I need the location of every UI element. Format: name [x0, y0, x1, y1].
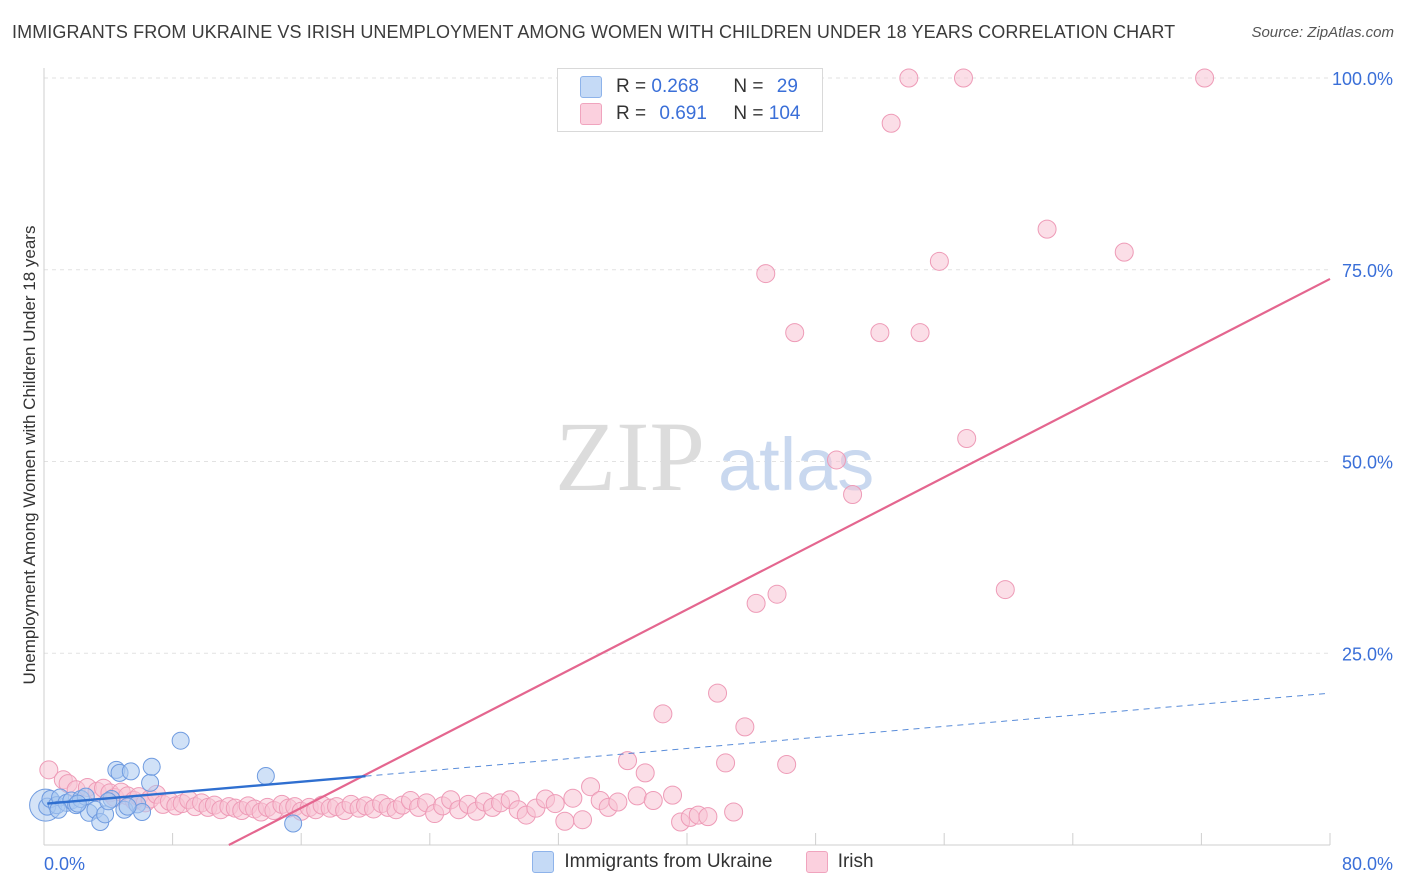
irish-point: [653, 704, 673, 724]
n-label: N =: [733, 76, 764, 97]
ukraine-point: [284, 814, 303, 833]
irish-point: [843, 484, 863, 504]
irish-point: [716, 753, 736, 773]
irish-point: [826, 450, 846, 470]
irish-point: [1114, 242, 1134, 262]
irish-point: [1195, 68, 1215, 88]
r-label: R =: [616, 103, 647, 124]
irish-point: [953, 68, 973, 88]
trend-lines: [47, 277, 1331, 846]
x-tick-label: 80.0%: [1342, 854, 1393, 874]
irish-point: [735, 717, 755, 737]
irish-point: [608, 792, 628, 812]
ukraine-point: [99, 792, 118, 811]
ukraine-point: [141, 773, 160, 792]
r-label: R =: [616, 76, 647, 97]
ukraine-point: [171, 731, 190, 750]
series-legend: Immigrants from Ukraine Irish: [0, 851, 1406, 879]
irish-point: [708, 683, 728, 703]
irish-point: [1037, 219, 1057, 239]
chart-title: IMMIGRANTS FROM UKRAINE VS IRISH UNEMPLO…: [12, 22, 1176, 42]
ukraine-swatch: [580, 76, 602, 98]
irish-swatch: [580, 103, 602, 125]
legend-label-ukraine: Immigrants from Ukraine: [564, 851, 773, 872]
irish-point: [767, 584, 787, 604]
irish-point: [910, 323, 930, 343]
irish-point: [39, 760, 59, 780]
source-label: Source: ZipAtlas.com: [1251, 24, 1394, 41]
ukraine-trend-line: [47, 774, 366, 805]
irish-point: [555, 811, 575, 831]
ukraine-point: [256, 766, 275, 785]
irish-point: [627, 786, 647, 806]
watermark: ZIP atlas: [555, 401, 874, 512]
ukraine-point: [142, 757, 161, 776]
irish-point: [746, 593, 766, 613]
irish-point: [777, 754, 797, 774]
irish-point: [563, 788, 583, 808]
irish-point: [995, 580, 1015, 600]
ukraine-trend-extension: [365, 692, 1331, 777]
legend-item-ukraine[interactable]: Immigrants from Ukraine: [532, 851, 772, 873]
r-value: 0.691: [659, 103, 707, 124]
irish-point: [618, 751, 638, 771]
y-tick-label: 50.0%: [1342, 453, 1393, 473]
irish-point: [929, 251, 949, 271]
ukraine-point: [118, 797, 137, 816]
ukraine-swatch: [532, 851, 555, 873]
irish-point: [899, 68, 919, 88]
watermark-zip: ZIP: [555, 401, 705, 512]
irish-point: [785, 323, 805, 343]
irish-point: [545, 794, 565, 814]
y-tick-label: 25.0%: [1342, 644, 1393, 664]
axis-ticks: 25.0% 50.0% 75.0% 100.0% 0.0% 80.0%: [44, 69, 1393, 874]
irish-point: [698, 807, 718, 827]
irish-point: [643, 791, 663, 811]
irish-points: [39, 68, 1215, 832]
legend-row-irish: R = 0.691 N = 104: [580, 101, 800, 127]
legend-label-irish: Irish: [837, 851, 874, 872]
legend-row-ukraine: R = 0.268 N = 29: [580, 74, 798, 100]
n-label: N =: [733, 103, 764, 124]
irish-trend-line: [228, 277, 1331, 846]
ukraine-point: [121, 762, 140, 781]
y-tick-label: 75.0%: [1342, 261, 1393, 281]
legend-item-irish[interactable]: Irish: [805, 851, 874, 873]
irish-point: [663, 785, 683, 805]
correlation-legend: R = 0.268 N = 29 R = 0.691 N = 104: [557, 68, 823, 132]
ukraine-point: [49, 800, 68, 819]
irish-point: [957, 428, 977, 448]
ukraine-point: [68, 794, 87, 813]
irish-point: [635, 763, 655, 783]
irish-point: [724, 802, 744, 822]
r-value: 0.268: [651, 76, 699, 97]
irish-point: [881, 113, 901, 133]
irish-point: [870, 323, 890, 343]
irish-swatch: [805, 851, 828, 873]
n-value: 104: [768, 103, 801, 124]
y-tick-label: 100.0%: [1332, 69, 1393, 89]
ukraine-points: [29, 731, 303, 833]
x-tick-label: 0.0%: [44, 854, 85, 874]
n-value: 29: [776, 76, 798, 97]
irish-point: [756, 264, 776, 284]
irish-point: [573, 810, 593, 830]
irish-point: [581, 777, 601, 797]
